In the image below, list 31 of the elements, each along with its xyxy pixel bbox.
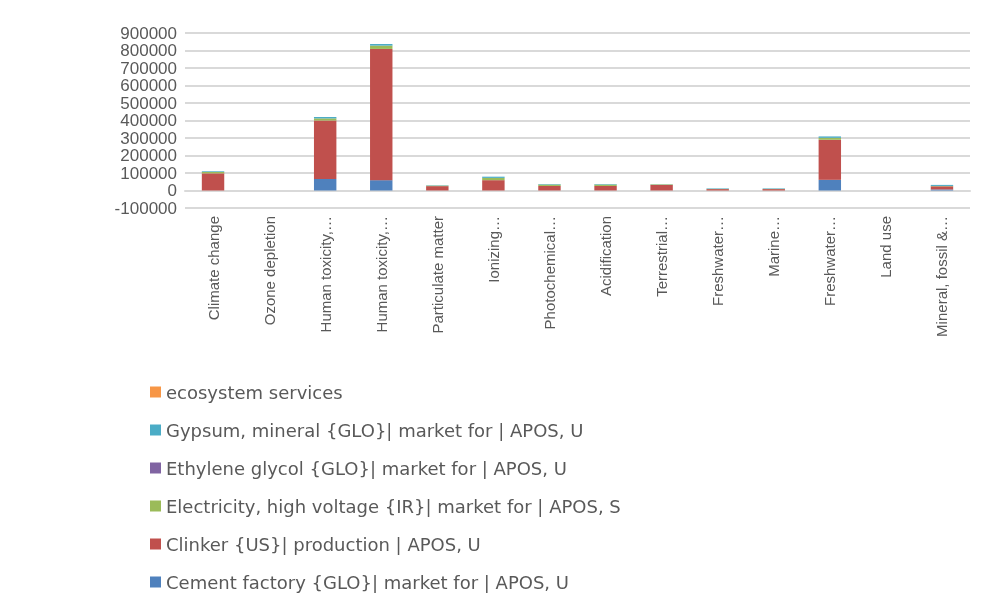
y-tick-label: 100000	[120, 163, 177, 183]
y-tick-label: 900000	[120, 23, 177, 43]
legend-label: Electricity, high voltage {IR}| market for | APOS, S	[166, 495, 621, 517]
x-tick-label: Marine…	[765, 216, 783, 277]
x-tick-label: Freshwater…	[821, 216, 839, 307]
y-tick-label: -100000	[114, 198, 177, 218]
x-tick-label: Human toxicity,…	[316, 216, 334, 333]
y-tick-label: 0	[167, 181, 177, 200]
y-tick-label: 700000	[120, 58, 177, 78]
y-tick-label: 200000	[120, 146, 177, 165]
y-tick-label: 600000	[120, 76, 177, 95]
x-tick-label: Ionizing…	[484, 216, 502, 283]
y-tick-label: 500000	[120, 93, 177, 113]
x-tick-label: Climate change	[204, 216, 222, 321]
y-tick-label: 800000	[120, 41, 177, 60]
x-tick-label: Photochemical…	[540, 216, 558, 330]
x-tick-label: Land use	[877, 216, 895, 278]
x-tick-label: Mineral, fossil &…	[933, 216, 951, 337]
x-tick-label: Human toxicity,…	[372, 216, 390, 333]
legend-label: ecosystem services	[166, 381, 343, 403]
legend-label: Clinker {US}| production | APOS, U	[166, 533, 481, 555]
y-tick-label: 300000	[120, 128, 177, 148]
x-tick-label: Terrestrial…	[653, 216, 671, 297]
legend-label: Gypsum, mineral {GLO}| market for | APOS, U	[166, 419, 584, 441]
x-tick-label: Freshwater…	[709, 216, 727, 307]
legend-label: Ethylene glycol {GLO}| market for | APOS, U	[166, 457, 567, 479]
y-tick-label: 400000	[120, 111, 177, 130]
x-tick-label: Ozone depletion	[260, 216, 278, 326]
x-tick-label: Particulate matter	[428, 216, 446, 334]
legend-label: Cement factory {GLO}| market for | APOS, U	[166, 571, 569, 593]
x-tick-label: Acidification	[597, 216, 615, 297]
